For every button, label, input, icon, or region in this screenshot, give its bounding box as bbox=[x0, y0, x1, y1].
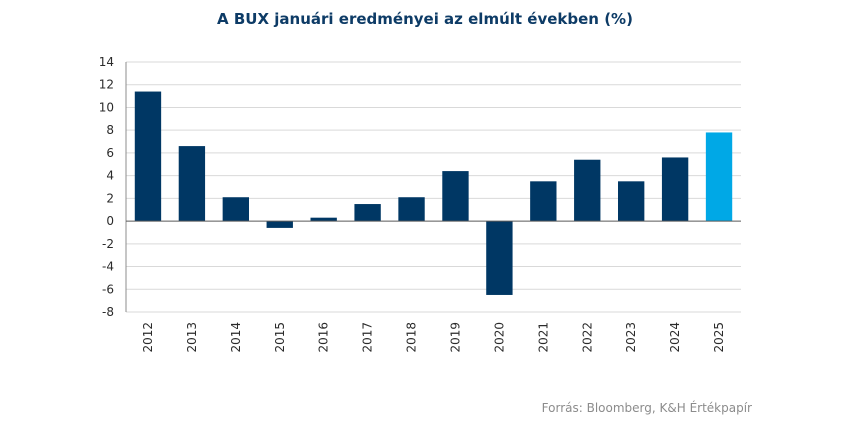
y-tick-label: 0 bbox=[106, 214, 114, 228]
bar-2013 bbox=[178, 146, 206, 222]
bar-2024 bbox=[661, 157, 689, 222]
x-axis-ticks: 2012 2013 2014 2015 2016 2017 2018 2019 2020 2021… bbox=[141, 322, 726, 353]
x-tick-label: 2019 bbox=[448, 322, 462, 353]
y-tick-label: 2 bbox=[106, 191, 114, 205]
y-tick-label: -2 bbox=[102, 237, 114, 251]
y-tick-label: 12 bbox=[99, 78, 114, 92]
chart-title: A BUX januári eredményei az elmúlt évekb… bbox=[217, 10, 633, 28]
x-tick-label: 2022 bbox=[580, 322, 594, 353]
bar-2015 bbox=[266, 221, 293, 228]
bar-2023 bbox=[618, 181, 645, 222]
bar-2017 bbox=[354, 204, 381, 222]
y-tick-label: 6 bbox=[106, 146, 114, 160]
y-axis-ticks: -8 -6 -4 -2 0 2 4 6 8 10 12 14 bbox=[99, 55, 114, 319]
y-tick-label: 8 bbox=[106, 123, 114, 137]
x-tick-label: 2012 bbox=[141, 322, 155, 353]
bar-2016 bbox=[310, 217, 337, 222]
x-tick-label: 2013 bbox=[185, 322, 199, 353]
source-note: Forrás: Bloomberg, K&H Értékpapír bbox=[541, 401, 752, 415]
bar-2025 bbox=[705, 132, 733, 222]
x-tick-label: 2020 bbox=[492, 322, 506, 353]
x-tick-label: 2023 bbox=[624, 322, 638, 353]
bar-2022 bbox=[574, 159, 601, 222]
x-tick-label: 2025 bbox=[712, 322, 726, 353]
gridlines bbox=[126, 61, 741, 313]
bar-2012 bbox=[134, 91, 162, 222]
y-tick-label: -8 bbox=[102, 305, 114, 319]
bar-2019 bbox=[442, 171, 469, 222]
y-tick-label: 10 bbox=[99, 100, 114, 114]
bars bbox=[134, 91, 733, 295]
bar-2021 bbox=[530, 181, 557, 222]
y-tick-label: 4 bbox=[106, 169, 114, 183]
x-tick-label: 2024 bbox=[668, 322, 682, 353]
bar-2014 bbox=[222, 197, 249, 222]
x-tick-label: 2015 bbox=[273, 322, 287, 353]
y-tick-label: -6 bbox=[102, 282, 114, 296]
x-tick-label: 2016 bbox=[317, 322, 331, 353]
y-tick-label: -4 bbox=[102, 260, 114, 274]
x-tick-label: 2018 bbox=[405, 322, 419, 353]
x-tick-label: 2017 bbox=[361, 322, 375, 353]
bar-2020 bbox=[486, 221, 513, 295]
bar-2018 bbox=[398, 197, 425, 222]
y-tick-label: 14 bbox=[99, 55, 114, 69]
x-tick-label: 2021 bbox=[536, 322, 550, 353]
x-tick-label: 2014 bbox=[229, 322, 243, 353]
